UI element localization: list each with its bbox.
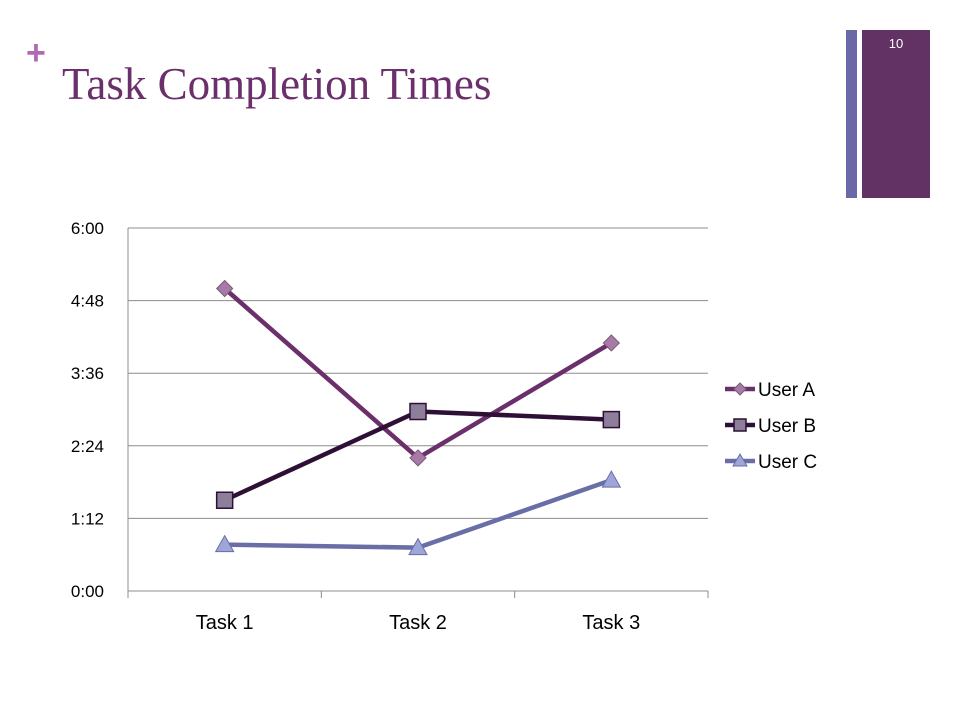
series-line-3 xyxy=(224,477,613,550)
legend-label: User B xyxy=(758,416,816,437)
y-tick-label: 3:36 xyxy=(71,364,104,383)
y-tick-label: 4:48 xyxy=(71,292,104,311)
accent-bar-light xyxy=(846,30,857,198)
x-tick-label: Task 1 xyxy=(196,612,254,634)
data-point-1 xyxy=(602,334,621,352)
plus-icon: + xyxy=(26,34,46,72)
legend-label: User C xyxy=(758,452,817,473)
accent-bar-dark xyxy=(862,30,930,198)
data-point-3 xyxy=(601,470,622,488)
data-point-2 xyxy=(602,410,621,429)
data-point-1 xyxy=(409,449,427,467)
y-tick-label: 1:12 xyxy=(71,509,104,528)
legend-label: User A xyxy=(758,380,815,401)
data-point-2 xyxy=(409,402,427,421)
y-tick-label: 0:00 xyxy=(71,582,104,601)
legend-marker xyxy=(733,418,747,432)
data-point-3 xyxy=(408,537,428,556)
data-point-1 xyxy=(215,279,234,298)
legend-marker xyxy=(733,382,747,396)
data-point-3 xyxy=(214,534,235,553)
x-tick-label: Task 3 xyxy=(582,612,640,634)
x-tick-label: Task 2 xyxy=(389,612,447,634)
slide-number: 10 xyxy=(888,36,904,51)
legend-marker xyxy=(732,453,748,467)
data-point-2 xyxy=(215,491,234,509)
y-tick-label: 2:24 xyxy=(71,437,104,456)
y-tick-label: 6:00 xyxy=(71,219,104,238)
slide-title: Task Completion Times xyxy=(62,59,492,109)
